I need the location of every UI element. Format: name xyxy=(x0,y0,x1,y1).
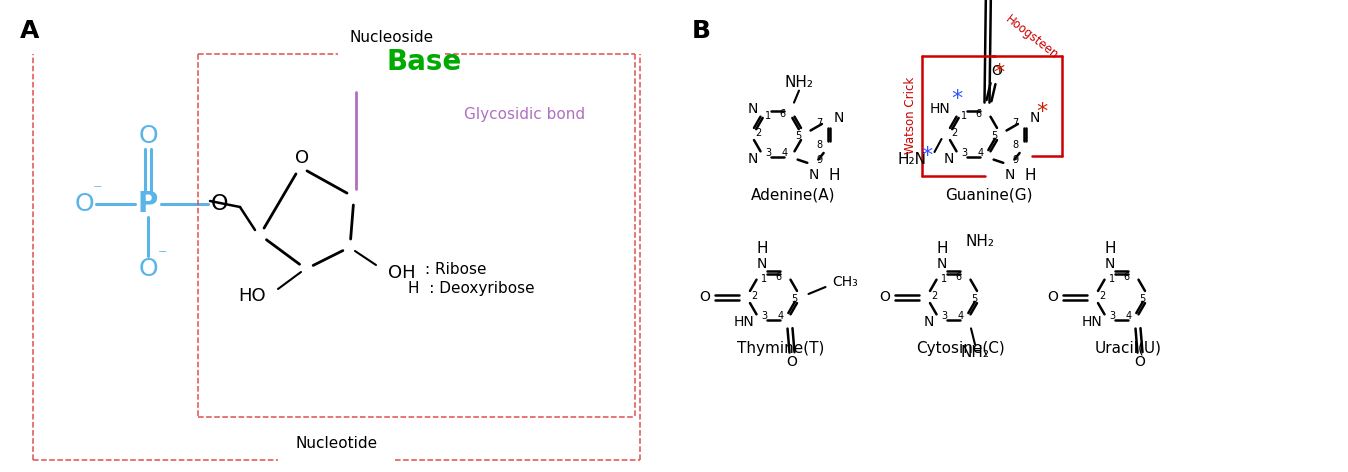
Text: Glycosidic bond: Glycosidic bond xyxy=(464,107,585,121)
Text: Adenine(A): Adenine(A) xyxy=(751,187,834,202)
Text: 7: 7 xyxy=(816,118,822,127)
Text: : Ribose: : Ribose xyxy=(425,261,487,277)
Text: ⁻: ⁻ xyxy=(93,182,102,200)
Text: 6: 6 xyxy=(975,109,981,118)
Text: 1: 1 xyxy=(941,274,948,284)
Text: H: H xyxy=(1024,168,1037,183)
Text: 7: 7 xyxy=(1012,118,1018,127)
Text: 6: 6 xyxy=(779,109,785,118)
Text: O: O xyxy=(1135,355,1146,370)
Text: *: * xyxy=(952,89,962,109)
Text: 4: 4 xyxy=(782,148,789,159)
Text: O: O xyxy=(879,290,890,304)
Text: 5: 5 xyxy=(991,131,998,141)
Text: O: O xyxy=(212,194,229,214)
Text: NH₂: NH₂ xyxy=(965,234,995,249)
Text: Nucleotide: Nucleotide xyxy=(297,436,377,451)
Text: O: O xyxy=(1047,290,1058,304)
Text: 2: 2 xyxy=(1100,291,1105,301)
Text: 4: 4 xyxy=(977,148,984,159)
Text: 2: 2 xyxy=(751,291,758,301)
Text: N: N xyxy=(937,257,948,270)
Text: ⁻: ⁻ xyxy=(158,247,167,265)
Text: O: O xyxy=(700,290,710,304)
Text: H: H xyxy=(756,241,768,256)
Text: Uracil(U): Uracil(U) xyxy=(1095,341,1162,356)
Text: 8: 8 xyxy=(816,140,822,150)
Text: NH₂: NH₂ xyxy=(785,75,813,90)
Text: O: O xyxy=(787,355,798,370)
Text: 2: 2 xyxy=(931,291,938,301)
Text: 3: 3 xyxy=(760,312,767,321)
Text: O: O xyxy=(139,257,158,281)
Text: 6: 6 xyxy=(1123,271,1130,282)
Text: H: H xyxy=(829,168,840,183)
Text: 3: 3 xyxy=(941,312,948,321)
Text: N: N xyxy=(756,257,767,270)
Text: H: H xyxy=(937,241,948,256)
Text: 5: 5 xyxy=(972,294,977,304)
Text: N: N xyxy=(834,111,844,126)
Text: O: O xyxy=(295,149,309,167)
Text: 9: 9 xyxy=(1012,155,1018,165)
Text: *: * xyxy=(1037,102,1047,123)
Text: Nucleoside: Nucleoside xyxy=(350,30,434,45)
Text: Cytosine(C): Cytosine(C) xyxy=(915,341,1004,356)
Text: 8: 8 xyxy=(1012,140,1018,150)
Text: N: N xyxy=(748,101,758,116)
Text: 2: 2 xyxy=(952,128,957,138)
Text: O: O xyxy=(992,64,1003,77)
Text: B: B xyxy=(692,19,710,43)
Text: 1: 1 xyxy=(760,274,767,284)
Text: 3: 3 xyxy=(1109,312,1115,321)
Text: Hoogsteen: Hoogsteen xyxy=(1003,13,1061,62)
Text: HN: HN xyxy=(1081,315,1103,329)
Text: N: N xyxy=(748,152,758,167)
Text: 2: 2 xyxy=(755,128,762,138)
Text: 1: 1 xyxy=(1109,274,1115,284)
Text: 9: 9 xyxy=(816,155,822,165)
Text: 6: 6 xyxy=(954,271,961,282)
Text: OH: OH xyxy=(388,264,415,282)
Text: 6: 6 xyxy=(775,271,780,282)
Text: H  : Deoxyribose: H : Deoxyribose xyxy=(408,281,535,296)
Text: *: * xyxy=(921,146,931,166)
Text: HN: HN xyxy=(733,315,754,329)
Text: 3: 3 xyxy=(764,148,771,159)
Text: 1: 1 xyxy=(961,110,967,121)
Text: N: N xyxy=(944,152,954,167)
Text: 3: 3 xyxy=(961,148,967,159)
Text: A: A xyxy=(20,19,39,43)
Text: 1: 1 xyxy=(764,110,771,121)
Text: Thymine(T): Thymine(T) xyxy=(736,341,824,356)
Text: *: * xyxy=(993,63,1004,83)
Text: 4: 4 xyxy=(958,312,964,321)
Text: Base: Base xyxy=(387,48,461,76)
Text: HN: HN xyxy=(929,101,950,116)
Text: 5: 5 xyxy=(791,294,798,304)
Text: N: N xyxy=(809,168,820,182)
Text: NH₂: NH₂ xyxy=(961,345,989,360)
Text: N: N xyxy=(1004,168,1015,182)
Text: O: O xyxy=(74,192,94,216)
Text: CH₃: CH₃ xyxy=(833,275,859,289)
Text: H₂N: H₂N xyxy=(898,152,926,167)
Text: N: N xyxy=(1105,257,1115,270)
Text: 4: 4 xyxy=(778,312,785,321)
Text: N: N xyxy=(923,315,934,329)
Text: 5: 5 xyxy=(795,131,802,141)
Text: P: P xyxy=(137,190,158,218)
Text: Guanine(G): Guanine(G) xyxy=(945,187,1033,202)
Text: 5: 5 xyxy=(1139,294,1146,304)
Text: 4: 4 xyxy=(1126,312,1132,321)
Text: N: N xyxy=(1030,111,1041,126)
Text: O: O xyxy=(139,124,158,148)
Text: Watson Crick: Watson Crick xyxy=(903,77,917,154)
Text: H: H xyxy=(1104,241,1116,256)
Text: HO: HO xyxy=(239,287,266,305)
